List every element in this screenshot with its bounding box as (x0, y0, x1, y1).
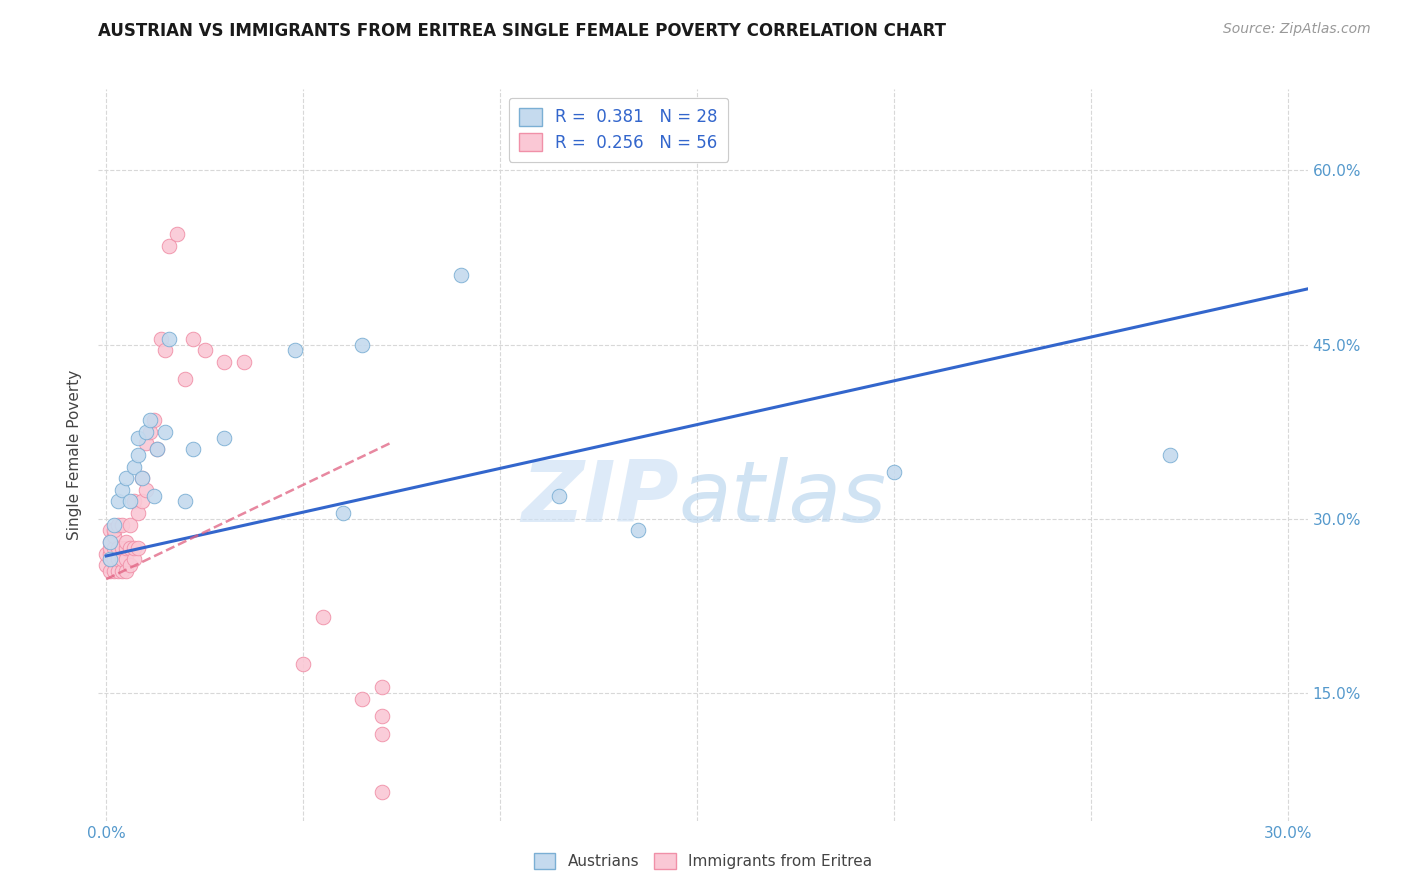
Point (371, 680, 394, 694)
Point (292, 657, 315, 671)
Point (233, 355, 256, 369)
Point (142, 413, 165, 427)
Point (371, 784, 394, 798)
Point (883, 466, 905, 480)
Point (115, 471, 138, 485)
Point (138, 413, 160, 427)
Point (174, 372, 197, 386)
Point (115, 535, 138, 549)
Point (146, 442, 169, 456)
Point (111, 552, 134, 566)
Text: AUSTRIAN VS IMMIGRANTS FROM ERITREA SINGLE FEMALE POVERTY CORRELATION CHART: AUSTRIAN VS IMMIGRANTS FROM ERITREA SING… (98, 22, 946, 40)
Point (166, 227, 188, 242)
Legend: R =  0.381   N = 28, R =  0.256   N = 56: R = 0.381 N = 28, R = 0.256 N = 56 (509, 97, 728, 161)
Point (181, 332, 204, 346)
Point (98, 524, 121, 538)
Point (352, 691, 374, 706)
Point (115, 552, 138, 566)
Point (131, 471, 153, 485)
Point (332, 506, 354, 520)
Point (107, 517, 129, 532)
Point (155, 425, 177, 439)
Point (312, 610, 335, 624)
Point (98, 552, 121, 566)
Point (103, 552, 125, 566)
Point (107, 552, 129, 566)
Point (155, 343, 177, 358)
Point (135, 425, 157, 439)
Point (103, 564, 125, 578)
Point (122, 494, 145, 508)
Text: atlas: atlas (679, 458, 887, 541)
Legend: Austrians, Immigrants from Eritrea: Austrians, Immigrants from Eritrea (527, 847, 879, 875)
Point (103, 517, 125, 532)
Point (146, 442, 169, 456)
Point (174, 494, 197, 508)
Point (127, 448, 149, 462)
Point (627, 524, 650, 538)
Point (115, 541, 138, 555)
Point (118, 541, 141, 555)
Point (150, 332, 173, 346)
Point (118, 517, 141, 532)
Point (111, 483, 134, 497)
Point (103, 529, 125, 543)
Point (142, 489, 165, 503)
Point (107, 494, 129, 508)
Point (135, 436, 157, 450)
Point (1159, 448, 1181, 462)
Point (111, 564, 134, 578)
Point (127, 541, 149, 555)
Text: Source: ZipAtlas.com: Source: ZipAtlas.com (1223, 22, 1371, 37)
Point (98, 535, 121, 549)
Point (96, 558, 118, 573)
Y-axis label: Single Female Poverty: Single Female Poverty (67, 370, 83, 540)
Point (138, 425, 160, 439)
Point (122, 541, 145, 555)
Point (194, 343, 217, 358)
Point (214, 430, 236, 444)
Point (157, 332, 180, 346)
Point (135, 483, 157, 497)
Point (118, 494, 141, 508)
Point (107, 564, 129, 578)
Point (122, 552, 145, 566)
Point (371, 709, 394, 723)
Point (352, 337, 374, 351)
Point (98, 535, 121, 549)
Point (548, 489, 571, 503)
Point (103, 524, 125, 538)
Point (111, 517, 134, 532)
Point (98, 547, 121, 561)
Point (371, 726, 394, 740)
Point (131, 471, 153, 485)
Point (98, 552, 121, 566)
Point (157, 239, 180, 253)
Point (107, 541, 129, 555)
Point (214, 355, 236, 369)
Text: ZIP: ZIP (522, 458, 679, 541)
Point (284, 343, 307, 358)
Point (98, 564, 121, 578)
Point (181, 442, 204, 456)
Point (122, 459, 145, 474)
Point (96, 547, 118, 561)
Point (450, 268, 472, 282)
Point (111, 541, 134, 555)
Point (127, 506, 149, 520)
Point (103, 541, 125, 555)
Point (131, 494, 153, 508)
Point (115, 564, 138, 578)
Point (98, 541, 121, 555)
Point (127, 430, 149, 444)
Point (118, 558, 141, 573)
